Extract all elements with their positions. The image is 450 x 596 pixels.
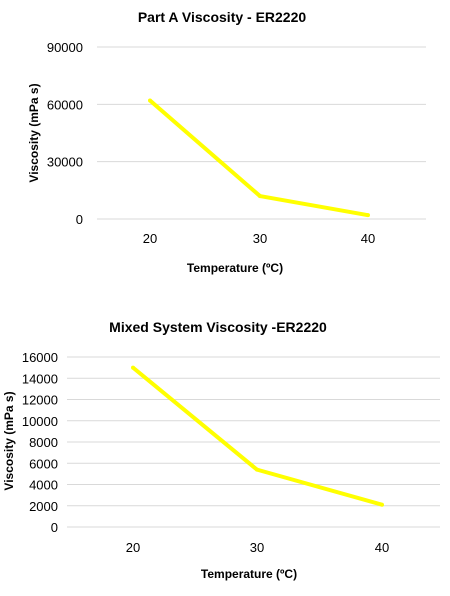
chart-2-y-tick-label: 14000 <box>22 371 58 386</box>
chart-2-data-point <box>131 365 135 370</box>
chart-2-x-tick-label: 40 <box>375 540 389 555</box>
chart-1-x-axis-label: Temperature (ºC) <box>187 261 283 275</box>
chart-2-gridlines <box>67 356 440 528</box>
chart-2-data-point <box>255 467 259 472</box>
chart-2-y-tick-label: 16000 <box>22 350 58 365</box>
chart-1-y-tick-label: 60000 <box>47 97 83 112</box>
chart-2-y-tick-label: 12000 <box>22 393 58 408</box>
chart-2-y-tick-label: 4000 <box>29 478 58 493</box>
chart-2-x-tick-label: 30 <box>250 540 264 555</box>
chart-2-y-tick-label: 10000 <box>22 414 58 429</box>
chart-1-y-tick-label: 90000 <box>47 40 83 55</box>
chart-mixed-system: Mixed System Viscosity -ER2220 0 2000 4000… <box>2 319 440 581</box>
chart-1-series <box>148 98 370 218</box>
chart-1-y-tick-label: 30000 <box>47 155 83 170</box>
chart-1-x-tick-label: 30 <box>253 231 267 246</box>
chart-2-x-ticks: 20 30 40 <box>126 540 389 555</box>
chart-1-title: Part A Viscosity - ER2220 <box>138 9 307 25</box>
chart-1-series-line <box>148 99 369 218</box>
chart-2-y-tick-label: 0 <box>51 520 58 535</box>
chart-2-series <box>131 365 384 507</box>
chart-1-x-tick-label: 20 <box>143 231 157 246</box>
chart-1-data-point <box>366 213 370 218</box>
chart-2-x-tick-label: 20 <box>126 540 140 555</box>
chart-2-title: Mixed System Viscosity -ER2220 <box>109 319 327 335</box>
chart-1-x-ticks: 20 30 40 <box>143 231 375 246</box>
chart-2-data-point <box>380 502 384 507</box>
chart-2-y-ticks: 0 2000 4000 6000 8000 10000 12000 14000 16000 <box>22 350 58 535</box>
chart-2-y-tick-label: 6000 <box>29 456 58 471</box>
chart-1-x-tick-label: 40 <box>361 231 375 246</box>
chart-1-data-point <box>258 194 262 199</box>
chart-2-y-tick-label: 8000 <box>29 435 58 450</box>
chart-1-y-axis-label: Viscosity (mPa s) <box>27 83 41 182</box>
chart-2-x-axis-label: Temperature (ºC) <box>201 567 297 581</box>
chart-1-y-tick-label: 0 <box>76 212 83 227</box>
chart-part-a: Part A Viscosity - ER2220 0 30000 60000 900… <box>27 9 426 275</box>
chart-1-data-point <box>148 98 152 103</box>
chart-2-y-tick-label: 2000 <box>29 499 58 514</box>
chart-2-y-axis-label: Viscosity (mPa s) <box>2 391 16 490</box>
chart-1-y-ticks: 0 30000 60000 90000 <box>47 40 83 227</box>
chart-1-gridlines <box>97 46 426 220</box>
